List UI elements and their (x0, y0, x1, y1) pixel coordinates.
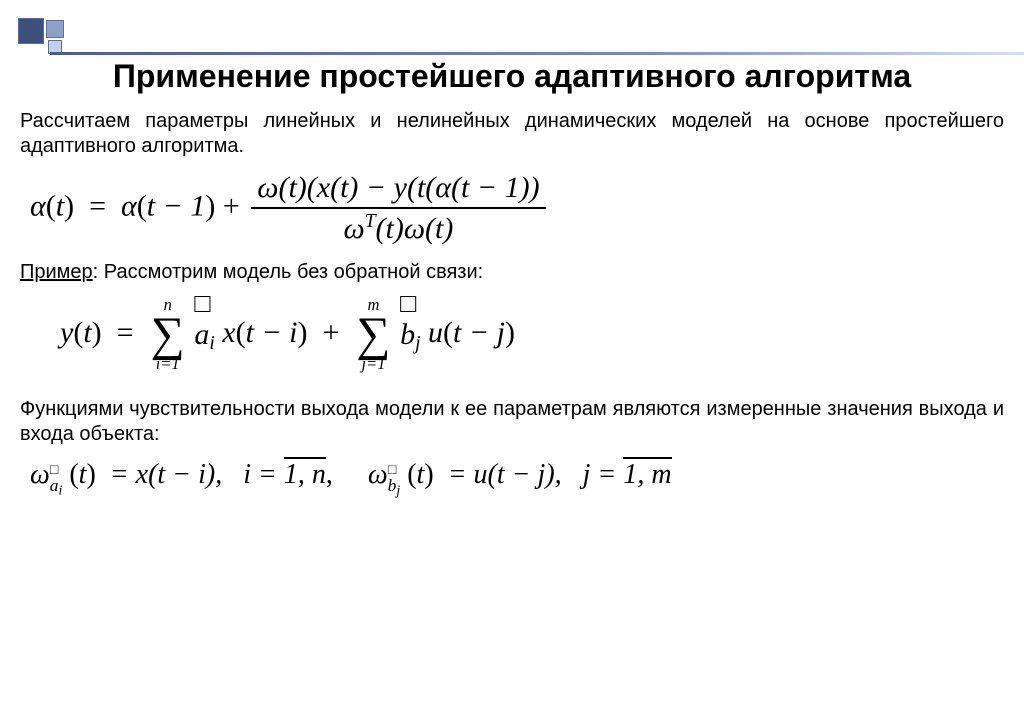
eq3-sub-b: □bj (388, 475, 401, 494)
eq3-jeq: j = (583, 459, 617, 490)
eq3-range2: 1, m (623, 459, 671, 491)
eq3-range1: 1, n (284, 459, 326, 491)
eq3-a-i: i (58, 483, 62, 498)
slide-title: Применение простейшего адаптивного алгор… (20, 58, 1004, 95)
eq2-y: y (60, 316, 73, 349)
eq3-range2-text: 1, m (623, 459, 671, 490)
eq2-plus: + (322, 316, 339, 349)
eq1-den-T: T (365, 211, 376, 232)
eq3-omega1: ω (30, 459, 50, 490)
overline-icon (623, 457, 671, 459)
overline-icon (284, 457, 326, 459)
eq2-u: u (428, 316, 443, 349)
top-divider (50, 52, 1024, 55)
eq1-numerator: ω(t)(x(t) − y(t(α(t − 1)) (251, 171, 545, 209)
eq2-b-hat: □ b (400, 318, 415, 352)
eq1-denominator: ωT(t)ω(t) (251, 209, 545, 246)
eq3-a: a (50, 476, 59, 495)
eq2-x-arg: t − i (246, 316, 298, 349)
eq3-omega2: ω (368, 459, 388, 490)
slide-content: Применение простейшего адаптивного алгор… (20, 58, 1004, 513)
eq1-alpha: α (30, 189, 46, 222)
eq2-a-sub: i (209, 333, 214, 354)
eq3-equ: = u(t − j), (448, 459, 562, 490)
equation-model: y(t) = n ∑ i=1 □ a i x(t − i) + m ∑ j=1 … (60, 297, 1004, 373)
eq2-sum1-bot: i=1 (151, 356, 185, 373)
eq2-sum1: n ∑ i=1 (151, 297, 185, 373)
eq2-eq: = (117, 316, 134, 349)
example-line: Пример: Рассмотрим модель без обратной с… (20, 260, 1004, 285)
eq2-a: a (194, 318, 209, 351)
sensitivity-paragraph: Функциями чувствительности выхода модели… (20, 397, 1004, 447)
eq3-eqx: = x(t − i), (110, 459, 222, 490)
decor-square-2 (46, 20, 64, 38)
eq1-den-rest: (t)ω(t) (376, 212, 454, 245)
example-text: : Рассмотрим модель без обратной связи: (93, 261, 484, 283)
equation-sensitivity: ω□ai (t) = x(t − i), i = 1, n, ω□bj (t) … (30, 459, 1004, 499)
intro-paragraph: Рассчитаем параметры линейных и нелинейн… (20, 109, 1004, 159)
eq2-u-arg: t − j (453, 316, 505, 349)
equation-alpha-update: α(t) = α(t − 1) + ω(t)(x(t) − y(t(α(t − … (30, 171, 1004, 246)
eq2-x: x (222, 316, 235, 349)
eq2-b-sub: j (415, 333, 420, 354)
eq3-range1-text: 1, n (284, 459, 326, 490)
eq2-sum2-bot: j=1 (356, 356, 390, 373)
eq3-sub-a: □ai (50, 475, 63, 494)
eq1-tm1: t − 1 (147, 189, 206, 222)
eq1-den-omega: ω (344, 212, 365, 245)
eq2-a-hat: □ a (194, 318, 209, 352)
sigma-icon: ∑ (151, 313, 185, 356)
example-label: Пример (20, 261, 93, 283)
eq3-ieq: i = (243, 459, 277, 490)
eq1-fraction: ω(t)(x(t) − y(t(α(t − 1)) ωT(t)ω(t) (251, 171, 545, 246)
eq3-b: b (388, 476, 397, 495)
eq1-plus: + (223, 189, 240, 222)
eq1-t: t (56, 189, 64, 222)
decor-square-1 (18, 18, 44, 44)
eq1-alpha2: α (121, 189, 137, 222)
eq2-t: t (83, 316, 91, 349)
eq3-b-j: j (396, 483, 400, 498)
sigma-icon: ∑ (356, 313, 390, 356)
eq2-b: b (400, 318, 415, 351)
eq2-sum2: m ∑ j=1 (356, 297, 390, 373)
eq3-comma1: , (326, 459, 333, 490)
